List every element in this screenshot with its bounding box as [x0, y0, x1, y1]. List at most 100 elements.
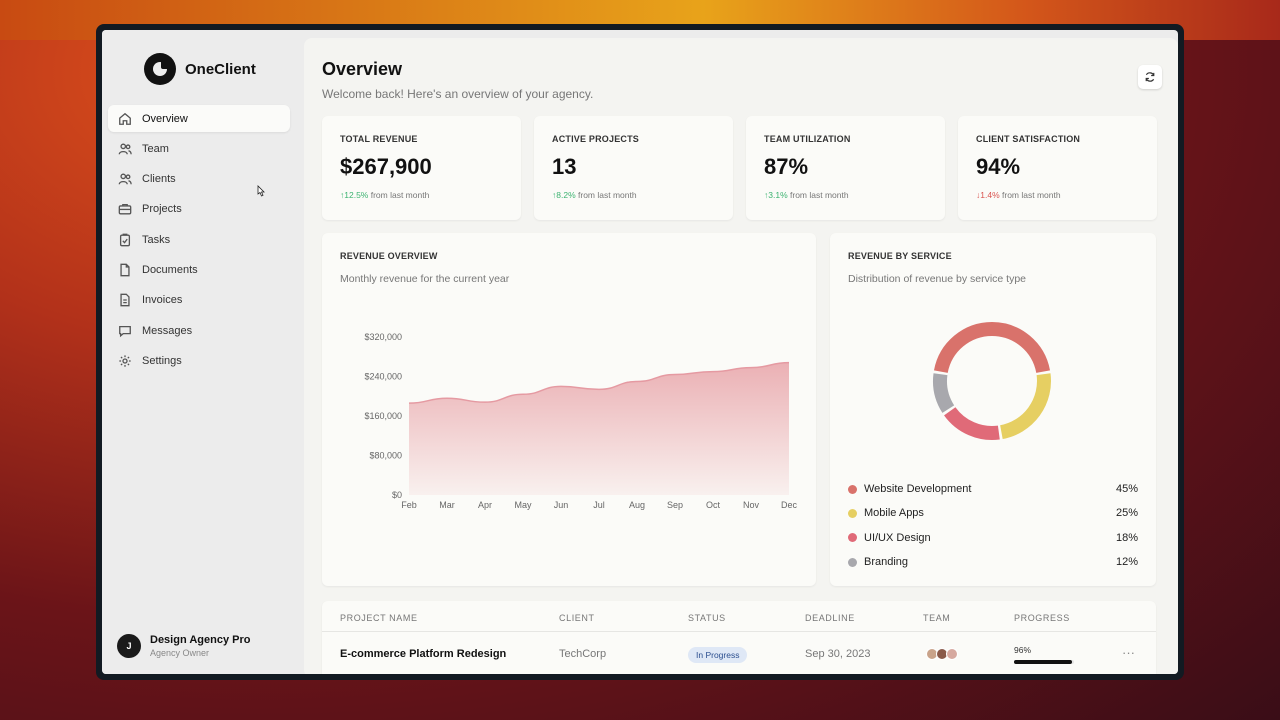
sidebar-item-label: Tasks — [142, 233, 171, 246]
page-title: Overview — [322, 59, 403, 79]
stat-card-active-projects: ACTIVE PROJECTS 13 ↑8.2% from last month — [534, 116, 733, 220]
legend-value: 25% — [1115, 507, 1138, 520]
stat-card-team-utilization: TEAM UTILIZATION 87% ↑3.1% from last mon… — [746, 116, 945, 220]
area-series-fill — [409, 362, 789, 495]
sidebar-item-clients[interactable]: Clients — [108, 166, 290, 193]
column-header-progress[interactable]: PROGRESS — [1014, 613, 1070, 623]
project-name-cell[interactable]: E-commerce Platform Redesign — [340, 648, 507, 660]
stat-change: ↑8.2% from last month — [552, 190, 715, 200]
page-subtitle: Welcome back! Here's an overview of your… — [322, 87, 594, 101]
sidebar-item-label: Clients — [142, 173, 176, 186]
sidebar: OneClient Overview Team Clients Projects Tas… — [102, 30, 302, 674]
x-tick-label: Nov — [743, 500, 760, 510]
legend-dot — [848, 484, 857, 494]
legend-item: UI/UX Design 18% — [848, 526, 1138, 550]
chart-legend: Website Development 45% Mobile Apps 25% UI/U… — [848, 477, 1138, 574]
sidebar-item-label: Overview — [142, 112, 188, 125]
sidebar-item-team[interactable]: Team — [108, 135, 290, 162]
mouse-cursor-icon — [257, 185, 265, 197]
sidebar-item-settings[interactable]: Settings — [108, 347, 290, 374]
stat-value: 94% — [976, 154, 1021, 179]
revenue-by-service-panel: REVENUE BY SERVICE Distribution of reven… — [830, 233, 1156, 586]
legend-value: 12% — [1115, 556, 1138, 569]
donut-slice-branding — [933, 373, 955, 413]
sidebar-nav: Overview Team Clients Projects Tasks Document… — [108, 105, 290, 378]
x-tick-label: Sep — [667, 500, 683, 510]
arrow-up-icon: ↑ — [764, 190, 769, 200]
legend-value: 18% — [1115, 531, 1138, 544]
donut-slice-mobile-apps — [999, 373, 1051, 440]
projects-table: PROJECT NAME CLIENT STATUS DEADLINE TEAM… — [322, 601, 1156, 674]
column-header-status[interactable]: STATUS — [688, 613, 726, 623]
stat-change: ↑3.1% from last month — [764, 190, 927, 200]
status-badge: In Progress — [688, 647, 748, 663]
progress-bar — [1014, 660, 1074, 664]
x-tick-label: Apr — [478, 500, 492, 510]
briefcase-icon — [118, 204, 132, 215]
column-header-deadline[interactable]: DEADLINE — [805, 613, 855, 623]
client-cell: TechCorp — [559, 648, 607, 660]
column-header-team[interactable]: TEAM — [923, 613, 951, 623]
brand[interactable]: OneClient — [144, 53, 256, 85]
sidebar-item-messages[interactable]: Messages — [108, 317, 290, 344]
x-tick-label: Aug — [629, 500, 645, 510]
users-icon — [118, 143, 132, 155]
sidebar-item-overview[interactable]: Overview — [108, 105, 290, 132]
legend-label: UI/UX Design — [864, 531, 931, 544]
stat-change-value: 1.4% — [980, 190, 1000, 200]
stat-change-suffix: from last month — [370, 190, 430, 200]
deadline-cell: Sep 30, 2023 — [805, 648, 871, 660]
stat-label: CLIENT SATISFACTION — [976, 134, 1081, 144]
stat-value: 87% — [764, 154, 809, 179]
sidebar-item-documents[interactable]: Documents — [108, 256, 290, 283]
refresh-button[interactable] — [1138, 65, 1162, 89]
revenue-overview-panel: REVENUE OVERVIEW Monthly revenue for the… — [322, 233, 816, 586]
sidebar-item-label: Invoices — [142, 294, 183, 307]
column-header-project[interactable]: PROJECT NAME — [340, 613, 418, 623]
stat-change-value: 3.1% — [768, 190, 788, 200]
stat-value: $267,900 — [340, 154, 432, 179]
profile-role: Agency Owner — [150, 648, 210, 658]
column-header-client[interactable]: CLIENT — [559, 613, 595, 623]
legend-label: Mobile Apps — [864, 507, 924, 520]
sidebar-item-label: Team — [142, 142, 169, 155]
y-tick-label: $240,000 — [364, 372, 402, 382]
legend-item: Website Development 45% — [848, 477, 1138, 501]
y-tick-label: $320,000 — [364, 332, 402, 342]
stat-value: 13 — [552, 154, 577, 179]
panel-title: REVENUE BY SERVICE — [848, 251, 952, 261]
sidebar-item-invoices[interactable]: Invoices — [108, 287, 290, 314]
stat-change-suffix: from last month — [578, 190, 637, 200]
avatar: J — [117, 634, 141, 658]
stat-card-total-revenue: TOTAL REVENUE $267,900 ↑12.5% from last … — [322, 116, 521, 220]
x-tick-label: Dec — [781, 500, 798, 510]
sidebar-item-label: Messages — [142, 324, 193, 337]
brand-name: OneClient — [185, 60, 256, 78]
file-icon — [120, 263, 130, 277]
row-menu-button[interactable]: ··· — [1122, 645, 1135, 660]
y-tick-label: $80,000 — [369, 451, 402, 461]
donut-slice-website-development — [933, 322, 1051, 374]
sidebar-item-tasks[interactable]: Tasks — [108, 226, 290, 253]
stat-card-client-satisfaction: CLIENT SATISFACTION 94% ↓1.4% from last … — [958, 116, 1157, 220]
brand-logo — [144, 53, 176, 85]
stat-change-suffix: from last month — [790, 190, 849, 200]
sidebar-item-label: Projects — [142, 203, 182, 216]
legend-value: 45% — [1115, 483, 1138, 496]
divider — [322, 631, 1156, 632]
message-icon — [119, 325, 131, 337]
arrow-down-icon: ↓ — [976, 190, 981, 200]
stat-change-value: 8.2% — [556, 190, 576, 200]
sidebar-item-projects[interactable]: Projects — [108, 196, 290, 223]
stat-label: ACTIVE PROJECTS — [552, 134, 640, 144]
user-profile[interactable]: J Design Agency Pro Agency Owner — [117, 634, 250, 658]
x-tick-label: Oct — [706, 500, 721, 510]
legend-dot — [848, 533, 857, 543]
panel-subtitle: Distribution of revenue by service type — [848, 273, 1027, 285]
stat-change-value: 12.5% — [344, 190, 369, 200]
refresh-icon — [1145, 72, 1155, 82]
x-tick-label: Feb — [401, 500, 417, 510]
legend-item: Mobile Apps 25% — [848, 501, 1138, 525]
x-tick-label: Jun — [554, 500, 569, 510]
progress-label: 96% — [1014, 645, 1032, 655]
